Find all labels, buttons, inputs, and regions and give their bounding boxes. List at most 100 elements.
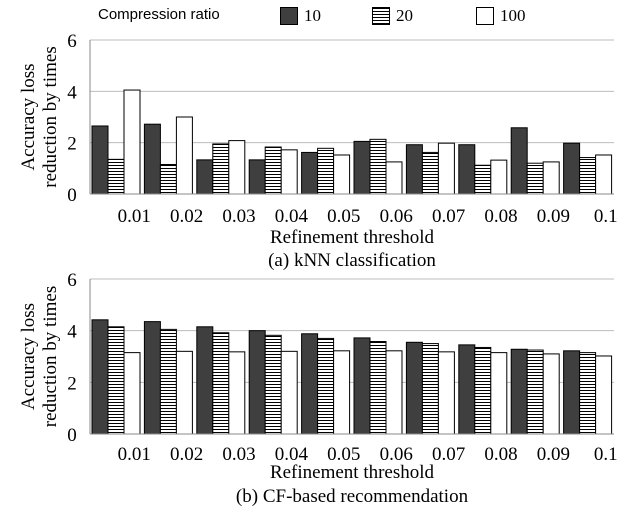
panel-b-bar-series-10 xyxy=(143,321,161,435)
panel-b-bar-series-100 xyxy=(280,350,298,435)
panel-b-ytick-label: 4 xyxy=(67,322,77,343)
panel-a-bar-series-10 xyxy=(510,127,528,195)
panel-a-bar-series-100 xyxy=(542,161,560,195)
panel-b-caption: (b) CF-based recommendation xyxy=(236,486,469,507)
panel-a-xtick-label: 0.04 xyxy=(275,206,309,227)
panel-b-bar-series-20 xyxy=(526,349,544,435)
legend-label: 20 xyxy=(396,6,413,25)
panel-b-y-axis-title-line1: Accuracy loss xyxy=(18,303,39,410)
panel-a-bar-series-20 xyxy=(579,157,597,195)
panel-a-bar-series-10 xyxy=(458,144,476,195)
panel-a-bar-series-20 xyxy=(526,162,544,195)
panel-b-bar-series-20 xyxy=(369,341,387,435)
panel-a-bar-series-100 xyxy=(280,149,298,195)
panel-b-bar-series-10 xyxy=(353,337,371,435)
panel-b-xtick-label: 0.1 xyxy=(594,444,618,465)
panel-b-bar-series-10 xyxy=(91,319,109,435)
panel-b-bar-series-100 xyxy=(385,350,403,435)
panel-b-bar-series-10 xyxy=(510,348,528,435)
panel-b-ytick-label: 0 xyxy=(67,425,77,446)
panel-b-bar-series-100 xyxy=(333,350,351,435)
panel-b-bar-series-100 xyxy=(542,353,560,435)
panel-b-bar-series-20 xyxy=(159,328,177,435)
panel-a-xtick-label: 0.02 xyxy=(170,206,203,227)
panel-a-xtick-label: 0.09 xyxy=(537,206,570,227)
panel-a-bar-series-10 xyxy=(91,125,109,195)
panel-b-bar-series-10 xyxy=(196,326,214,435)
panel-a-bar-series-10 xyxy=(301,151,319,195)
panel-b-ytick-label: 2 xyxy=(67,373,77,394)
panel-a-x-axis-title: Refinement threshold xyxy=(270,227,435,248)
panel-a-bar-series-100 xyxy=(333,154,351,195)
panel-b-y-axis-title-line2: reduction by times xyxy=(40,286,61,427)
panel-a-bar-series-20 xyxy=(317,147,335,195)
panel-a-bar-series-20 xyxy=(107,158,125,195)
panel-b-bar-series-20 xyxy=(579,352,597,435)
panel-b-bar-series-20 xyxy=(317,337,335,435)
panel-b-bar-series-100 xyxy=(123,352,141,435)
panel-b-bar-series-100 xyxy=(228,351,246,435)
panel-b-bar-series-20 xyxy=(264,334,282,435)
panel-a-xtick-label: 0.01 xyxy=(118,206,151,227)
panel-b-xtick-label: 0.02 xyxy=(170,444,203,465)
panel-b-x-axis-title: Refinement threshold xyxy=(270,462,435,483)
panel-b-bar-series-20 xyxy=(107,326,125,435)
panel-a-xtick-label: 0.03 xyxy=(222,206,255,227)
panel-a-bar-series-20 xyxy=(212,143,230,195)
panel-a-bar-series-100 xyxy=(595,154,613,195)
legend: Compression ratio 10 20 100 xyxy=(0,0,624,34)
panel-b-bar-series-20 xyxy=(212,332,230,435)
panel-a-bar-series-100 xyxy=(228,140,246,195)
panel-b-ytick-label: 6 xyxy=(67,270,77,291)
panel-a-ytick-label: 4 xyxy=(67,82,77,103)
panel-a-ytick-label: 6 xyxy=(67,31,77,52)
panel-a-bar-series-10 xyxy=(353,140,371,195)
panel-b-xtick-label: 0.05 xyxy=(327,444,360,465)
panel-a-bar-series-20 xyxy=(474,164,492,195)
panel-b-bar-series-20 xyxy=(474,346,492,435)
panel-a-bar-series-10 xyxy=(563,142,581,195)
panel-a-bar-series-100 xyxy=(385,161,403,195)
panel-a-bar-series-100 xyxy=(490,159,508,195)
panel-a-bar-series-10 xyxy=(405,144,423,195)
panel-a-xtick-label: 0.08 xyxy=(484,206,517,227)
legend-label: 100 xyxy=(500,6,526,25)
panel-a-bar-series-10 xyxy=(248,159,266,195)
panel-a-bar-series-10 xyxy=(196,159,214,195)
panel-b-xtick-label: 0.06 xyxy=(380,444,413,465)
panel-b-bar-series-10 xyxy=(405,341,423,435)
panel-a-ytick-label: 0 xyxy=(67,185,77,206)
panel-a-bar-series-10 xyxy=(143,123,161,195)
panel-b-xtick-label: 0.09 xyxy=(537,444,570,465)
panel-b-bar-series-100 xyxy=(175,350,193,435)
panel-a-xtick-label: 0.06 xyxy=(380,206,413,227)
legend-swatch-striped xyxy=(372,7,390,25)
panel-b-bar-series-10 xyxy=(563,350,581,435)
legend-swatch-solid xyxy=(280,7,298,25)
panel-a-bar-series-100 xyxy=(437,142,455,195)
panel-a-bar-series-20 xyxy=(264,146,282,195)
panel-b-bar-series-10 xyxy=(248,330,266,435)
panel-a-xtick-label: 0.05 xyxy=(327,206,360,227)
legend-label: 10 xyxy=(304,6,321,25)
panel-b-bar-series-20 xyxy=(421,343,439,435)
panel-a-xtick-label: 0.1 xyxy=(594,206,618,227)
panel-a-xtick-label: 0.07 xyxy=(432,206,465,227)
panel-b-bar-series-10 xyxy=(458,344,476,435)
panel-b-bar-series-100 xyxy=(595,355,613,435)
panel-a-bar-series-20 xyxy=(159,163,177,195)
panel-a-bar-series-20 xyxy=(369,138,387,195)
panel-b-xtick-label: 0.07 xyxy=(432,444,465,465)
panel-a-y-axis-title-line2: reduction by times xyxy=(40,46,61,187)
panel-a-bar-series-20 xyxy=(421,151,439,195)
panel-a-y-axis-title-line1: Accuracy loss xyxy=(18,63,39,170)
legend-title: Compression ratio xyxy=(98,6,220,23)
panel-b-xtick-label: 0.08 xyxy=(484,444,517,465)
panel-a-bar-series-100 xyxy=(175,116,193,195)
legend-swatch-white xyxy=(476,7,494,25)
panel-b-xtick-label: 0.01 xyxy=(118,444,151,465)
panel-b-bar-series-100 xyxy=(437,351,455,435)
panel-b-xtick-label: 0.04 xyxy=(275,444,309,465)
panel-a-bar-series-100 xyxy=(123,89,141,195)
